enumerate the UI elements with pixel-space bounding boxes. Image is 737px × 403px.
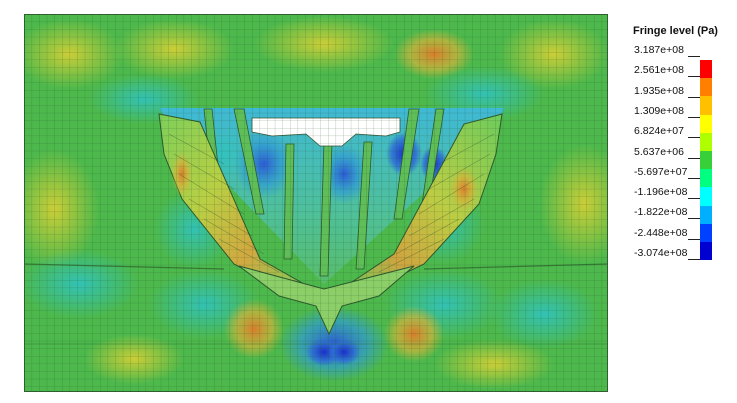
fem-stress-contour-plot: [24, 14, 608, 392]
legend-tick: [688, 56, 700, 57]
legend-color-swatch: [700, 223, 712, 242]
legend-tick: [688, 238, 700, 240]
legend-title: Fringe level (Pa): [633, 25, 718, 37]
legend-level-label: 1.935e+08: [634, 84, 684, 97]
legend-level-label: -2.448e+08: [634, 226, 688, 239]
legend-color-swatch: [700, 132, 712, 151]
legend-color-swatch: [700, 205, 712, 224]
legend-tick: [688, 218, 700, 220]
legend-tick: [688, 259, 700, 260]
mesh-grid-overlay: [24, 14, 608, 392]
legend-color-swatch: [700, 169, 712, 188]
legend-tick: [688, 96, 700, 98]
legend-color-swatch: [700, 187, 712, 206]
legend-level-label: 6.824e+07: [634, 125, 684, 138]
legend-color-swatch: [700, 242, 712, 261]
wing-mesh-lines: [168, 133, 495, 273]
legend-color-swatch: [700, 151, 712, 170]
legend-color-swatch: [700, 60, 712, 79]
legend-level-label: -3.074e+08: [634, 247, 688, 259]
legend-tick: [688, 157, 700, 159]
legend-tick: [688, 198, 700, 200]
legend-level-label: 3.187e+08: [634, 44, 684, 56]
legend-level-label: 1.309e+08: [634, 104, 684, 117]
legend-tick: [688, 137, 700, 139]
legend-level-label: -5.697e+07: [634, 165, 688, 178]
legend-tick: [688, 116, 700, 118]
legend-level-label: 2.561e+08: [634, 64, 684, 77]
legend-tick: [688, 177, 700, 179]
legend-color-swatch: [700, 114, 712, 133]
legend-level-label: -1.196e+08: [634, 186, 688, 199]
fringe-legend: Fringe level (Pa) 3.187e+08 2.561e+08 1.93…: [622, 22, 734, 272]
legend-color-swatch: [700, 96, 712, 115]
plate-border: [24, 14, 608, 392]
legend-color-swatch: [700, 78, 712, 97]
legend-level-label: 5.637e+06: [634, 145, 684, 158]
legend-level-label: -1.822e+08: [634, 206, 688, 219]
legend-tick: [688, 76, 700, 78]
